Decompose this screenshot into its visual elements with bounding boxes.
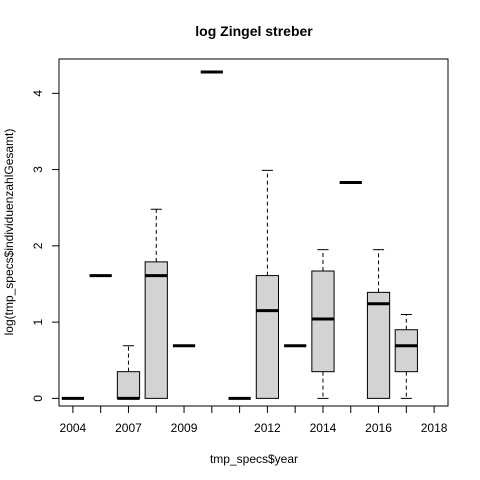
- box-rect: [144, 261, 168, 399]
- chart-title: log Zingel streber: [195, 23, 313, 39]
- box-2013: [255, 169, 280, 399]
- x-tick-label: 2004: [60, 421, 87, 435]
- box-rect: [311, 270, 335, 373]
- y-axis: 0 1 2 3 4: [31, 90, 59, 402]
- box-2017: [366, 249, 391, 399]
- y-tick-label: 0: [31, 395, 45, 402]
- box-2015: [311, 249, 335, 399]
- y-tick-label: 4: [31, 90, 45, 97]
- boxes-group: [61, 70, 418, 400]
- box-rect: [116, 371, 141, 399]
- box-2007: [116, 345, 141, 400]
- y-tick-label: 2: [31, 242, 45, 249]
- y-axis-label: log(tmp_specs$individuenzahlGesamt): [2, 129, 16, 336]
- box-rect: [255, 275, 280, 399]
- x-tick-label: 2012: [254, 421, 281, 435]
- x-axis-label: tmp_specs$year: [210, 452, 298, 466]
- x-tick-label: 2014: [310, 421, 337, 435]
- y-tick-label: 1: [31, 318, 45, 325]
- box-rect: [394, 329, 418, 373]
- y-tick-label: 3: [31, 166, 45, 173]
- plot-frame: [58, 58, 449, 407]
- box-2008: [144, 208, 168, 399]
- box-rect: [366, 291, 391, 399]
- x-tick-label: 2007: [115, 421, 142, 435]
- x-tick-label: 2016: [365, 421, 392, 435]
- x-axis: 2004 2007 2009 2012 2014 2016 2018: [60, 406, 448, 435]
- box-2018: [394, 313, 418, 399]
- x-tick-label: 2009: [171, 421, 198, 435]
- x-tick-label: 2018: [421, 421, 448, 435]
